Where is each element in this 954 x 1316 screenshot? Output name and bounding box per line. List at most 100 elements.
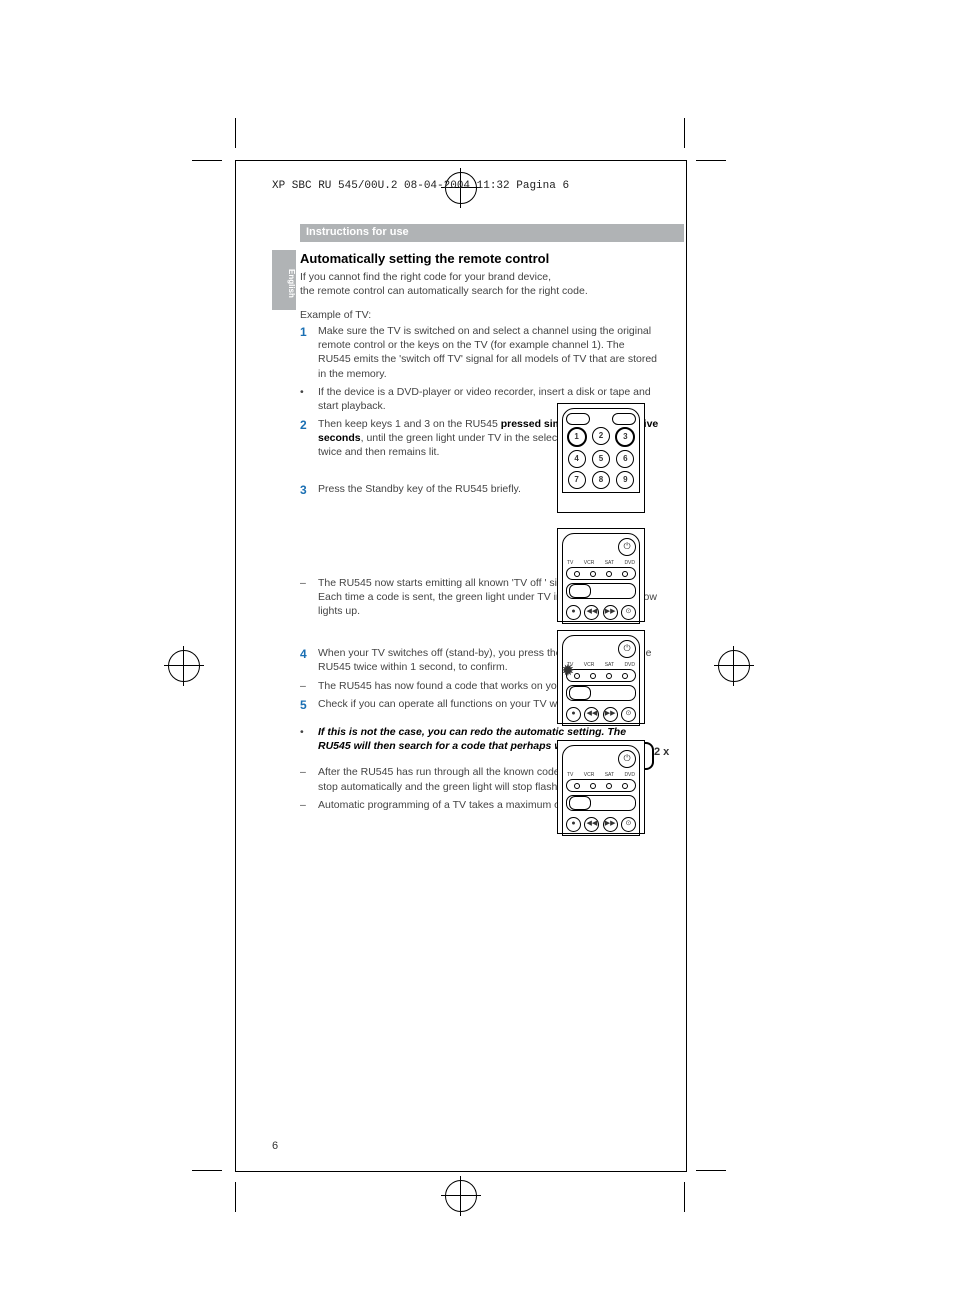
intro-line: If you cannot find the right code for yo… [300,271,551,283]
key-7: 7 [568,471,586,489]
selector-labels: TV VCR SAT DVD [566,772,636,778]
key-6: 6 [616,450,634,468]
label-2x: 2 x [654,746,669,758]
led-dot [574,571,580,577]
crop-mark [696,160,726,161]
button-row: ● ◀◀ ▶▶ ⊙ [566,817,636,832]
step-1: 1 Make sure the TV is switched on and se… [300,324,660,381]
step-number: 4 [300,646,318,662]
small-button: ▶▶ [603,817,618,832]
key-2: 2 [592,427,610,445]
key-5: 5 [592,450,610,468]
small-button: ● [566,817,581,832]
crop-mark [192,160,222,161]
remote-diagram-standby: ⏻ TV VCR SAT DVD ● ◀◀ ▶▶ ⊙ [557,528,645,622]
button-row: ● ◀◀ ▶▶ ⊙ [566,707,636,722]
selector-slider [566,685,636,701]
bullet: • [300,725,318,739]
remote-body: 1 2 3 4 5 6 7 8 9 [562,408,640,493]
slider-knob [569,584,591,598]
dash: – [300,765,318,779]
label-vcr: VCR [584,772,595,778]
remote-diagram-keypad: 1 2 3 4 5 6 7 8 9 [557,403,645,513]
step-text: Make sure the TV is switched on and sele… [318,324,660,381]
remote-diagram-confirm: ⏻ TV VCR SAT DVD ● ◀◀ ▶▶ ⊙ [557,740,645,834]
small-button: ▶▶ [603,707,618,722]
led-dot [606,571,612,577]
oval-button [612,413,636,425]
selector-labels: TV VCR SAT DVD [566,560,636,566]
label-tv: TV [567,560,573,566]
label-dvd: DVD [624,560,635,566]
led-dot [590,783,596,789]
header-line: XP SBC RU 545/00U.2 08-04-2004 11:32 Pag… [272,180,569,192]
example-label: Example of TV: [300,308,660,322]
small-button: ⊙ [621,605,636,620]
step-number: 3 [300,482,318,498]
led-dot [622,673,628,679]
small-button: ▶▶ [603,605,618,620]
step-number: 5 [300,697,318,713]
key-8: 8 [592,471,610,489]
button-row: ● ◀◀ ▶▶ ⊙ [566,605,636,620]
selector-window [566,779,636,792]
label-sat: SAT [605,560,614,566]
small-button: ◀◀ [584,605,599,620]
small-button: ◀◀ [584,817,599,832]
label-dvd: DVD [624,662,635,668]
selector-slider [566,795,636,811]
label-tv: TV [567,772,573,778]
text-span: Then keep keys 1 and 3 on the RU545 [318,418,501,430]
oval-button [566,413,590,425]
page-number: 6 [272,1140,278,1152]
label-dvd: DVD [624,772,635,778]
slider-knob [569,686,591,700]
small-button: ● [566,605,581,620]
bracket-icon [644,742,654,770]
led-dot [590,673,596,679]
led-dot [590,571,596,577]
number-grid: 1 2 3 4 5 6 7 8 9 [566,427,636,489]
language-tab: English [272,250,296,310]
crop-mark [684,1182,685,1212]
small-button: ● [566,707,581,722]
intro-line: the remote control can automatically sea… [300,285,588,297]
crop-mark [235,118,236,148]
power-icon: ⏻ [618,538,636,556]
led-dot [606,673,612,679]
selector-labels: TV VCR SAT DVD [566,662,636,668]
label-vcr: VCR [584,560,595,566]
label-sat: SAT [605,772,614,778]
dash: – [300,576,318,590]
step-number: 1 [300,324,318,340]
key-4: 4 [568,450,586,468]
slider-knob [569,796,591,810]
section-title: Automatically setting the remote control [300,250,660,268]
crop-mark [684,118,685,148]
led-dot [622,783,628,789]
small-button: ⊙ [621,707,636,722]
selector-window [566,669,636,682]
key-9: 9 [616,471,634,489]
led-dot [606,783,612,789]
crop-mark [696,1170,726,1171]
bullet: • [300,385,318,399]
registration-mark [168,650,200,682]
dash: – [300,798,318,812]
remote-body: ⏻ TV VCR SAT DVD ● ◀◀ ▶▶ ⊙ [562,533,640,624]
label-vcr: VCR [584,662,595,668]
label-sat: SAT [605,662,614,668]
led-dot [574,673,580,679]
section-banner: Instructions for use [300,224,684,242]
power-icon: ⏻ [618,750,636,768]
dash: – [300,679,318,693]
remote-body: ⏻ TV VCR SAT DVD ● ◀◀ ▶▶ ⊙ [562,745,640,836]
step-number: 2 [300,417,318,433]
registration-mark [718,650,750,682]
small-button: ⊙ [621,817,636,832]
registration-mark [445,1180,477,1212]
led-dot [622,571,628,577]
burst-icon: ✹ [562,662,574,679]
key-3: 3 [615,427,635,447]
remote-body: ⏻ TV VCR SAT DVD ● ◀◀ ▶▶ ⊙ [562,635,640,726]
